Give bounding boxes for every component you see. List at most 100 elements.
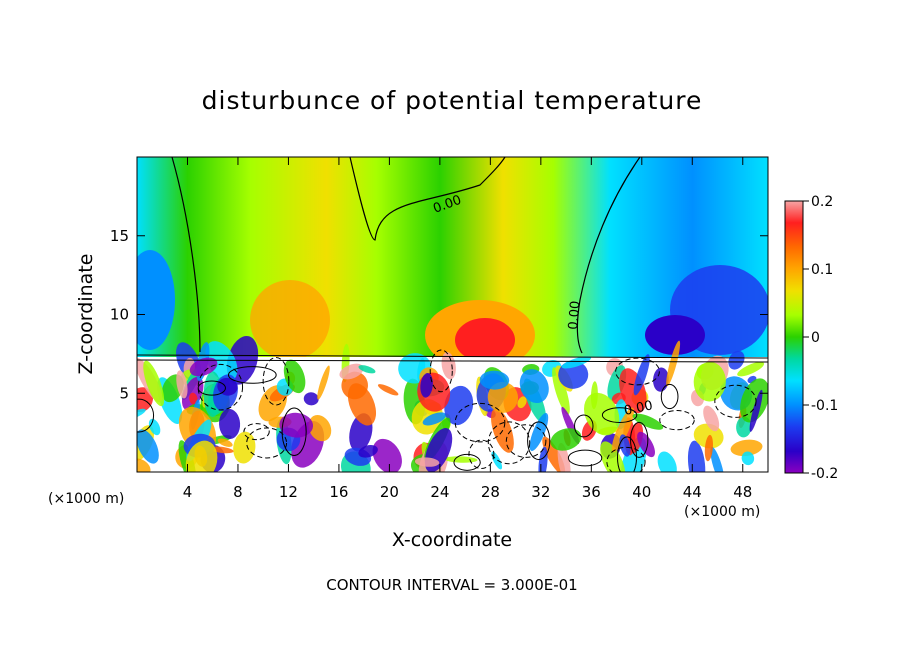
lower-contour (660, 383, 679, 410)
turbulence-blob (704, 434, 713, 462)
lower-contour (601, 407, 638, 423)
x-tick-label: 32 (531, 483, 550, 501)
lower-contour (617, 436, 638, 472)
x-tick-label: 48 (733, 483, 752, 501)
lower-contour (567, 449, 603, 467)
turbulence-blob (189, 357, 218, 377)
turbulence-blob (444, 385, 474, 426)
turbulence-blob (189, 392, 198, 405)
x-axis-label: X-coordinate (392, 529, 512, 551)
x-tick-label: 28 (481, 483, 500, 501)
lower-contour (527, 421, 551, 461)
turbulence-blob (217, 377, 238, 396)
turbulence-blob (552, 367, 570, 415)
turbulence-blob (176, 370, 188, 399)
x-tick-label: 12 (279, 483, 298, 501)
turbulence-blob (308, 415, 332, 442)
contour-line (171, 157, 201, 353)
lower-contour (262, 357, 290, 406)
turbulence-blob (517, 396, 527, 409)
lower-contour (659, 410, 695, 431)
turbulence-blob (143, 360, 165, 407)
colorbar-ticks: 0.2 0.1 0 -0.1 -0.2 (803, 194, 838, 482)
lower-contour (606, 446, 646, 472)
turbulence-blob (749, 389, 763, 432)
x-tick-label: 8 (233, 483, 243, 501)
z-tick-label: 10 (110, 306, 129, 324)
lower-contour (197, 380, 226, 396)
x-tick-label: 44 (683, 483, 702, 501)
warm-anomaly-core (455, 318, 515, 362)
turbulence-blob (620, 436, 647, 472)
turbulence-blob (632, 413, 664, 430)
turbulence-blob (372, 438, 402, 472)
z-unit-label: (×1000 m) (684, 504, 760, 520)
x-tick-label: 40 (632, 483, 651, 501)
lower-contour (197, 363, 244, 411)
colorbar-tick-label: 0.1 (811, 262, 833, 278)
turbulence-blob (637, 431, 655, 458)
turbulence-blob (137, 458, 151, 472)
z-tick-label: 15 (110, 227, 129, 245)
colorbar (784, 200, 804, 474)
contour-label: 0.00 (566, 300, 583, 330)
x-tick-label: 20 (380, 483, 399, 501)
x-tick-label: 16 (329, 483, 348, 501)
lower-contour (468, 439, 495, 470)
lower-contour (281, 407, 307, 456)
turbulence-blob (339, 363, 364, 380)
turbulence-blob (710, 446, 725, 472)
plot-field (137, 157, 768, 472)
lower-contour (227, 366, 277, 384)
lower-contour (137, 398, 155, 433)
turbulence-blob (233, 431, 256, 464)
turbulence-blob (358, 444, 378, 458)
contour-interval-note: CONTOUR INTERVAL = 3.000E-01 (326, 576, 578, 594)
x-tick-label: 36 (582, 483, 601, 501)
turbulence-blob (653, 367, 669, 392)
turbulence-blob (414, 457, 440, 467)
lower-contour (487, 421, 531, 465)
x-tick-label: 4 (183, 483, 193, 501)
turbulence-blob (737, 361, 765, 377)
contour-line (137, 354, 768, 363)
turbulence-blob (347, 383, 377, 426)
x-axis: 4 8 12 16 20 24 28 32 36 40 44 48 (183, 157, 752, 501)
turbulence-blob (479, 370, 510, 390)
turbulence-blob (303, 392, 319, 406)
turbulence-blob (317, 365, 330, 400)
turbulence-blob (687, 440, 706, 472)
turbulence-blob (550, 428, 582, 451)
lower-contour (574, 414, 594, 438)
turbulence-blob (219, 408, 241, 439)
turbulence-blob (137, 429, 159, 464)
cool-anomaly-core (645, 315, 705, 355)
contour-label: 0.00 (623, 398, 654, 419)
turbulence-blob (703, 405, 720, 432)
turbulence-blob (422, 412, 447, 426)
turbulence-blob (728, 350, 745, 370)
turbulence-blob (217, 438, 233, 447)
contour-line (349, 157, 506, 241)
lower-contour (246, 427, 288, 459)
lower-contour (454, 402, 506, 443)
x-tick-label: 24 (430, 483, 449, 501)
turbulence-blob (444, 456, 478, 463)
turbulence-blob (693, 361, 726, 402)
turbulence-blob (740, 378, 768, 423)
turbulence-blob (420, 372, 433, 398)
z-axis: 5 10 15 (110, 227, 768, 402)
lower-contour (453, 453, 481, 471)
turbulence-blob (730, 439, 763, 457)
lower-contour (714, 384, 757, 418)
z-axis-label: Z-coordinate (75, 254, 97, 375)
turbulence-blob (561, 356, 592, 369)
chart-title: disturbunce of potential temperature (201, 86, 703, 115)
turbulence-blob (487, 381, 519, 413)
z-tick-label: 5 (119, 384, 129, 402)
lower-contour (630, 421, 649, 458)
turbulence-blob (741, 451, 755, 466)
turbulence-blob (611, 407, 635, 453)
lower-contour (243, 423, 270, 441)
